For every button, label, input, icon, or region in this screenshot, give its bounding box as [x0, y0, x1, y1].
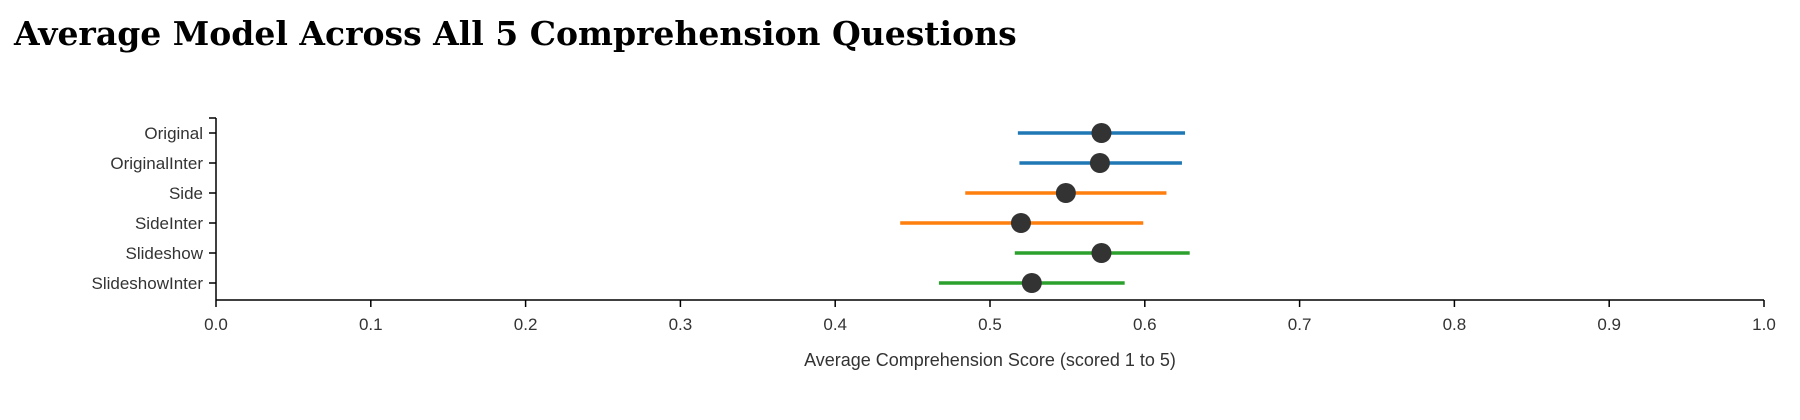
mean-point	[1091, 243, 1112, 263]
mean-point	[1091, 123, 1112, 143]
x-tick-label: 0.7	[1288, 315, 1312, 334]
mean-point	[1089, 153, 1110, 173]
x-tick-label: 0.6	[1133, 315, 1157, 334]
y-category-label: SlideshowInter	[91, 274, 203, 293]
x-axis: 0.0 0.1 0.2 0.3 0.4 0.5 0.6 0.7 0.8 0.9 1.0	[204, 299, 1776, 334]
x-tick-label: 0.3	[669, 315, 693, 334]
mean-point	[1021, 273, 1042, 293]
y-category-label: Side	[169, 184, 203, 203]
x-tick-label: 0.5	[978, 315, 1002, 334]
y-axis: Original OriginalInter Side SideInter Slides…	[91, 117, 217, 300]
x-tick-label: 0.8	[1443, 315, 1467, 334]
x-axis-title: Average Comprehension Score (scored 1 to…	[804, 350, 1176, 370]
page-title: Average Model Across All 5 Comprehension…	[14, 14, 1017, 53]
mean-point	[1010, 213, 1031, 233]
x-tick-label: 0.1	[359, 315, 383, 334]
x-tick-label: 0.9	[1597, 315, 1621, 334]
x-tick-label: 1.0	[1752, 315, 1776, 334]
x-tick-label: 0.2	[514, 315, 538, 334]
mean-point	[1055, 183, 1076, 203]
y-category-label: OriginalInter	[110, 154, 203, 173]
x-tick-label: 0.0	[204, 315, 228, 334]
y-category-label: SideInter	[135, 214, 203, 233]
y-category-label: Slideshow	[126, 244, 204, 263]
x-tick-label: 0.4	[823, 315, 847, 334]
interval-series	[900, 123, 1190, 293]
y-category-label: Original	[144, 124, 203, 143]
